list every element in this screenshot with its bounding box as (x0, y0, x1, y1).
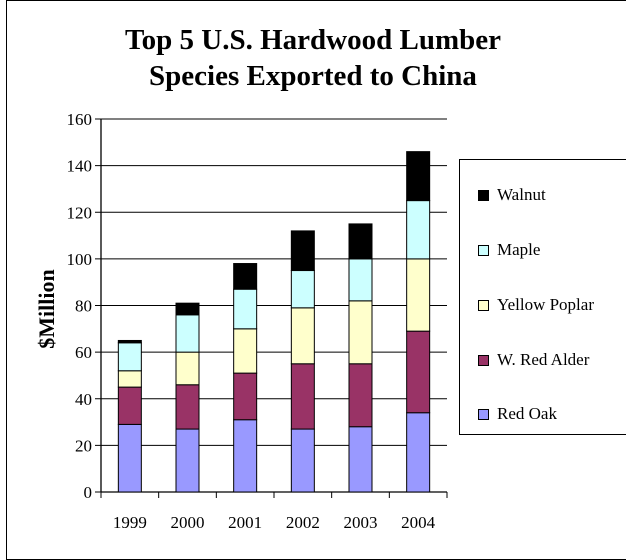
legend-label: Red Oak (497, 404, 557, 423)
bar-segment-yellow-poplar-1999 (117, 370, 142, 388)
y-tick-label: 100 (67, 250, 93, 269)
y-tick-label: 80 (75, 297, 92, 316)
bar-segment-walnut-2002 (290, 230, 315, 272)
bar-segment-yellow-poplar-2004 (406, 258, 431, 332)
x-tick-label: 2003 (344, 513, 378, 532)
bar-segment-w-red-alder-2001 (233, 372, 258, 421)
x-tick-label: 2004 (401, 513, 436, 532)
x-tick-label: 1999 (113, 513, 147, 532)
x-tick-label: 2002 (286, 513, 320, 532)
bar-segment-walnut-2003 (348, 223, 373, 260)
y-tick-label: 20 (75, 436, 92, 455)
bar-segment-yellow-poplar-2000 (175, 351, 200, 386)
legend-item: Walnut (478, 185, 546, 205)
bar-segment-maple-2003 (348, 258, 373, 302)
bar-segment-w-red-alder-2002 (290, 363, 315, 430)
legend-item: Maple (478, 240, 540, 260)
y-tick-label: 0 (84, 483, 93, 502)
legend-label: Yellow Poplar (497, 295, 594, 314)
y-tick-label: 40 (75, 390, 92, 409)
legend-swatch (478, 299, 489, 311)
y-tick-label: 140 (67, 157, 93, 176)
legend-swatch (478, 244, 489, 256)
chart-title-line-2: Species Exported to China (149, 60, 477, 92)
bar-segment-w-red-alder-2000 (175, 384, 200, 430)
y-tick-label: 160 (67, 110, 93, 129)
bar-segment-yellow-poplar-2003 (348, 300, 373, 365)
bar-segment-w-red-alder-2003 (348, 363, 373, 428)
bar-segment-red-oak-2000 (175, 428, 200, 493)
legend-item: Red Oak (478, 404, 557, 424)
bar-segment-maple-2001 (233, 288, 258, 330)
bar-segment-red-oak-2002 (290, 428, 315, 493)
legend-item: W. Red Alder (478, 350, 589, 370)
bar-segment-w-red-alder-2004 (406, 330, 431, 414)
bar-segment-walnut-2001 (233, 263, 258, 290)
bar-segment-red-oak-1999 (117, 423, 142, 493)
bar-segment-w-red-alder-1999 (117, 386, 142, 425)
plot-area: 0 20 40 60 80 100 120 140 160 1999 2000 2001 2002 200… (67, 110, 448, 532)
bar-segment-walnut-1999 (117, 339, 142, 344)
legend: Walnut Maple Yellow Poplar W. Red Alder Red … (459, 159, 626, 435)
y-tick-label: 120 (67, 203, 93, 222)
legend-label: W. Red Alder (497, 350, 590, 369)
legend-swatch (478, 354, 489, 366)
bar-segment-maple-2004 (406, 200, 431, 260)
bar-segment-red-oak-2003 (348, 426, 373, 493)
x-tick-label: 2000 (171, 513, 205, 532)
legend-label: Maple (497, 240, 541, 259)
bar-segment-walnut-2000 (175, 302, 200, 316)
legend-item: Yellow Poplar (478, 295, 594, 315)
chart-title-line-1: Top 5 U.S. Hardwood Lumber (124, 24, 501, 56)
bar-segment-maple-1999 (117, 342, 142, 372)
bar-segment-maple-2000 (175, 314, 200, 353)
bar-segment-yellow-poplar-2002 (290, 307, 315, 365)
bar-segment-walnut-2004 (406, 151, 431, 202)
legend-swatch (478, 408, 489, 420)
bar-segment-red-oak-2001 (233, 419, 258, 493)
bar-segment-maple-2002 (290, 270, 315, 309)
bar-segment-red-oak-2004 (406, 412, 431, 493)
x-tick-label: 2001 (228, 513, 262, 532)
legend-swatch (478, 189, 489, 201)
legend-label: Walnut (497, 185, 546, 204)
y-tick-label: 60 (75, 343, 92, 362)
bar-segment-yellow-poplar-2001 (233, 328, 258, 374)
